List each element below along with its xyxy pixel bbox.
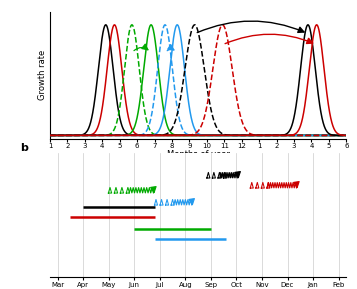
X-axis label: Months of year: Months of year (167, 150, 230, 159)
Y-axis label: Growth rate: Growth rate (38, 50, 47, 100)
Text: b: b (20, 143, 28, 153)
Text: a: a (20, 0, 28, 1)
